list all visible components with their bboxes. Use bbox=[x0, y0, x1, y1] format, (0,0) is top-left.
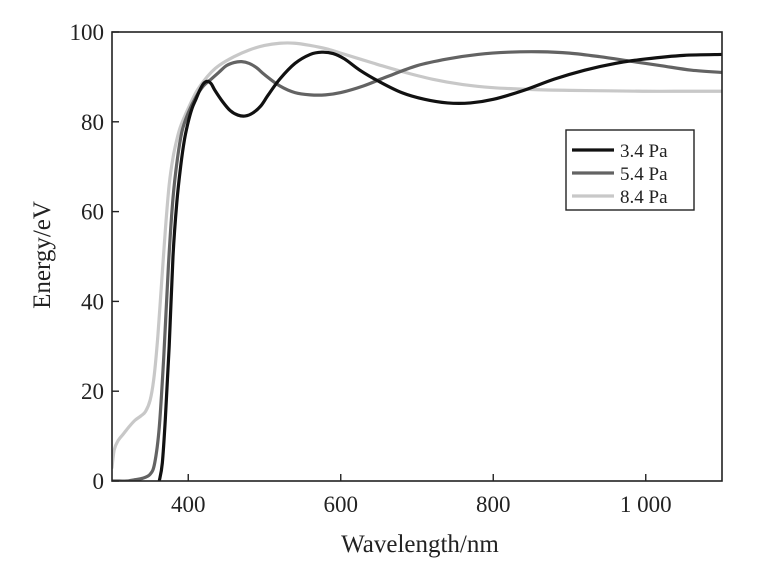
y-tick-label: 100 bbox=[70, 20, 105, 45]
series-line-8-4-pa bbox=[112, 41, 722, 470]
legend-box bbox=[565, 129, 695, 211]
y-tick-label: 80 bbox=[81, 110, 104, 135]
y-tick-label: 20 bbox=[81, 379, 104, 404]
legend-label: 8.4 Pa bbox=[620, 187, 668, 208]
y-axis-title: Energy/eV bbox=[29, 201, 56, 309]
x-tick-label: 400 bbox=[171, 492, 206, 517]
x-tick-label: 1 000 bbox=[620, 492, 672, 517]
y-tick-label: 60 bbox=[81, 200, 104, 225]
x-tick-label: 600 bbox=[324, 492, 359, 517]
plot-frame bbox=[111, 31, 723, 482]
series-layer bbox=[112, 41, 722, 481]
legend-label: 5.4 Pa bbox=[620, 164, 668, 185]
y-tick-label: 0 bbox=[93, 469, 105, 494]
legend-label: 3.4 Pa bbox=[620, 141, 668, 162]
legend: 3.4 Pa5.4 Pa8.4 Pa bbox=[565, 129, 695, 211]
axes-layer: 400 600 800 1 000 0 20 40 60 80 100 bbox=[70, 20, 723, 517]
series-line-5-4-pa bbox=[112, 50, 722, 481]
x-axis-title: Wavelength/nm bbox=[341, 531, 499, 558]
series-line-3-4-pa bbox=[157, 50, 722, 481]
y-tick-label: 40 bbox=[81, 289, 104, 314]
x-tick-label: 800 bbox=[476, 492, 511, 517]
